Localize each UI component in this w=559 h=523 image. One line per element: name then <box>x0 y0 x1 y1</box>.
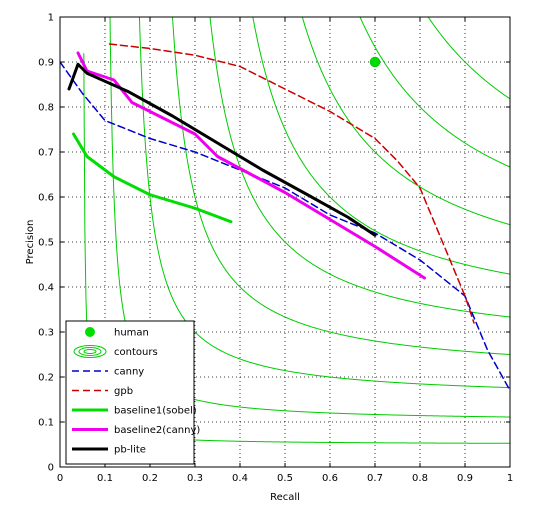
legend-label: contours <box>114 347 158 358</box>
x-axis-label: Recall <box>270 492 300 503</box>
x-tick-label: 0.6 <box>322 473 338 484</box>
y-tick-label: 0.4 <box>38 283 54 294</box>
y-tick-label: 0.9 <box>38 58 54 69</box>
y-tick-label: 0.5 <box>38 238 54 249</box>
legend-contour-swatch <box>83 349 97 354</box>
legend-item: pb-lite <box>72 445 146 456</box>
f-contour-line <box>301 17 510 226</box>
x-tick-label: 0.3 <box>187 473 203 484</box>
f-contour-line <box>172 17 510 355</box>
legend-contour-swatch <box>73 345 107 358</box>
y-tick-label: 1 <box>48 13 54 24</box>
series-layer <box>60 43 510 392</box>
legend-contour-swatch <box>78 347 102 356</box>
f-contour-line <box>427 17 510 100</box>
x-tick-label: 0 <box>57 473 63 484</box>
legend-label: gpb <box>114 386 133 397</box>
x-tick-label: 0.8 <box>412 473 428 484</box>
f-contour-line <box>252 17 510 275</box>
y-tick-label: 0.7 <box>38 148 54 159</box>
grid <box>60 17 510 467</box>
y-tick-label: 0.3 <box>38 328 54 339</box>
legend-item: human <box>85 327 149 339</box>
legend-label: baseline2(canny) <box>114 425 200 436</box>
human-point <box>369 56 381 68</box>
y-tick-label: 0.2 <box>38 373 54 384</box>
legend-marker <box>85 327 95 337</box>
series-line-pb-lite <box>67 62 377 237</box>
legend-item: canny <box>72 367 144 378</box>
x-tick-label: 0.7 <box>367 473 383 484</box>
x-tick-label: 0.2 <box>142 473 158 484</box>
legend-item: contours <box>73 345 158 358</box>
y-axis-label: Precision <box>25 220 36 265</box>
legend-item: gpb <box>72 386 133 397</box>
legend-label: pb-lite <box>114 445 146 456</box>
ticks: 0 0.1 0.2 0.3 0.4 0.5 0.6 0.7 0.8 0.9 1 0 0.1 0.2 0.3 0… <box>38 13 513 485</box>
f-contour-line <box>138 17 510 389</box>
legend-item: baseline2(canny) <box>72 425 200 436</box>
x-tick-label: 0.4 <box>232 473 248 484</box>
x-tick-label: 0.5 <box>277 473 293 484</box>
x-tick-label: 0.1 <box>97 473 113 484</box>
legend-label: canny <box>114 367 144 378</box>
x-tick-label: 1 <box>507 473 513 484</box>
y-tick-label: 0.8 <box>38 103 54 114</box>
human-layer <box>369 56 381 68</box>
legend-label: baseline1(sobel) <box>114 406 197 417</box>
f-contour-line <box>209 17 510 318</box>
series-line-gpb <box>108 43 475 324</box>
y-tick-label: 0 <box>48 463 54 474</box>
legend-label: human <box>114 328 149 339</box>
series-line-baseline1-sobel- <box>72 132 233 224</box>
legend: human contours canny gpb baseline1(sobel) bas… <box>65 320 200 465</box>
y-tick-label: 0.6 <box>38 193 54 204</box>
legend-box <box>65 320 195 465</box>
series-line-baseline2-canny- <box>76 51 426 280</box>
x-tick-label: 0.9 <box>457 473 473 484</box>
f-contour-line <box>359 17 510 168</box>
y-tick-label: 0.1 <box>38 418 54 429</box>
legend-item: baseline1(sobel) <box>72 406 197 417</box>
